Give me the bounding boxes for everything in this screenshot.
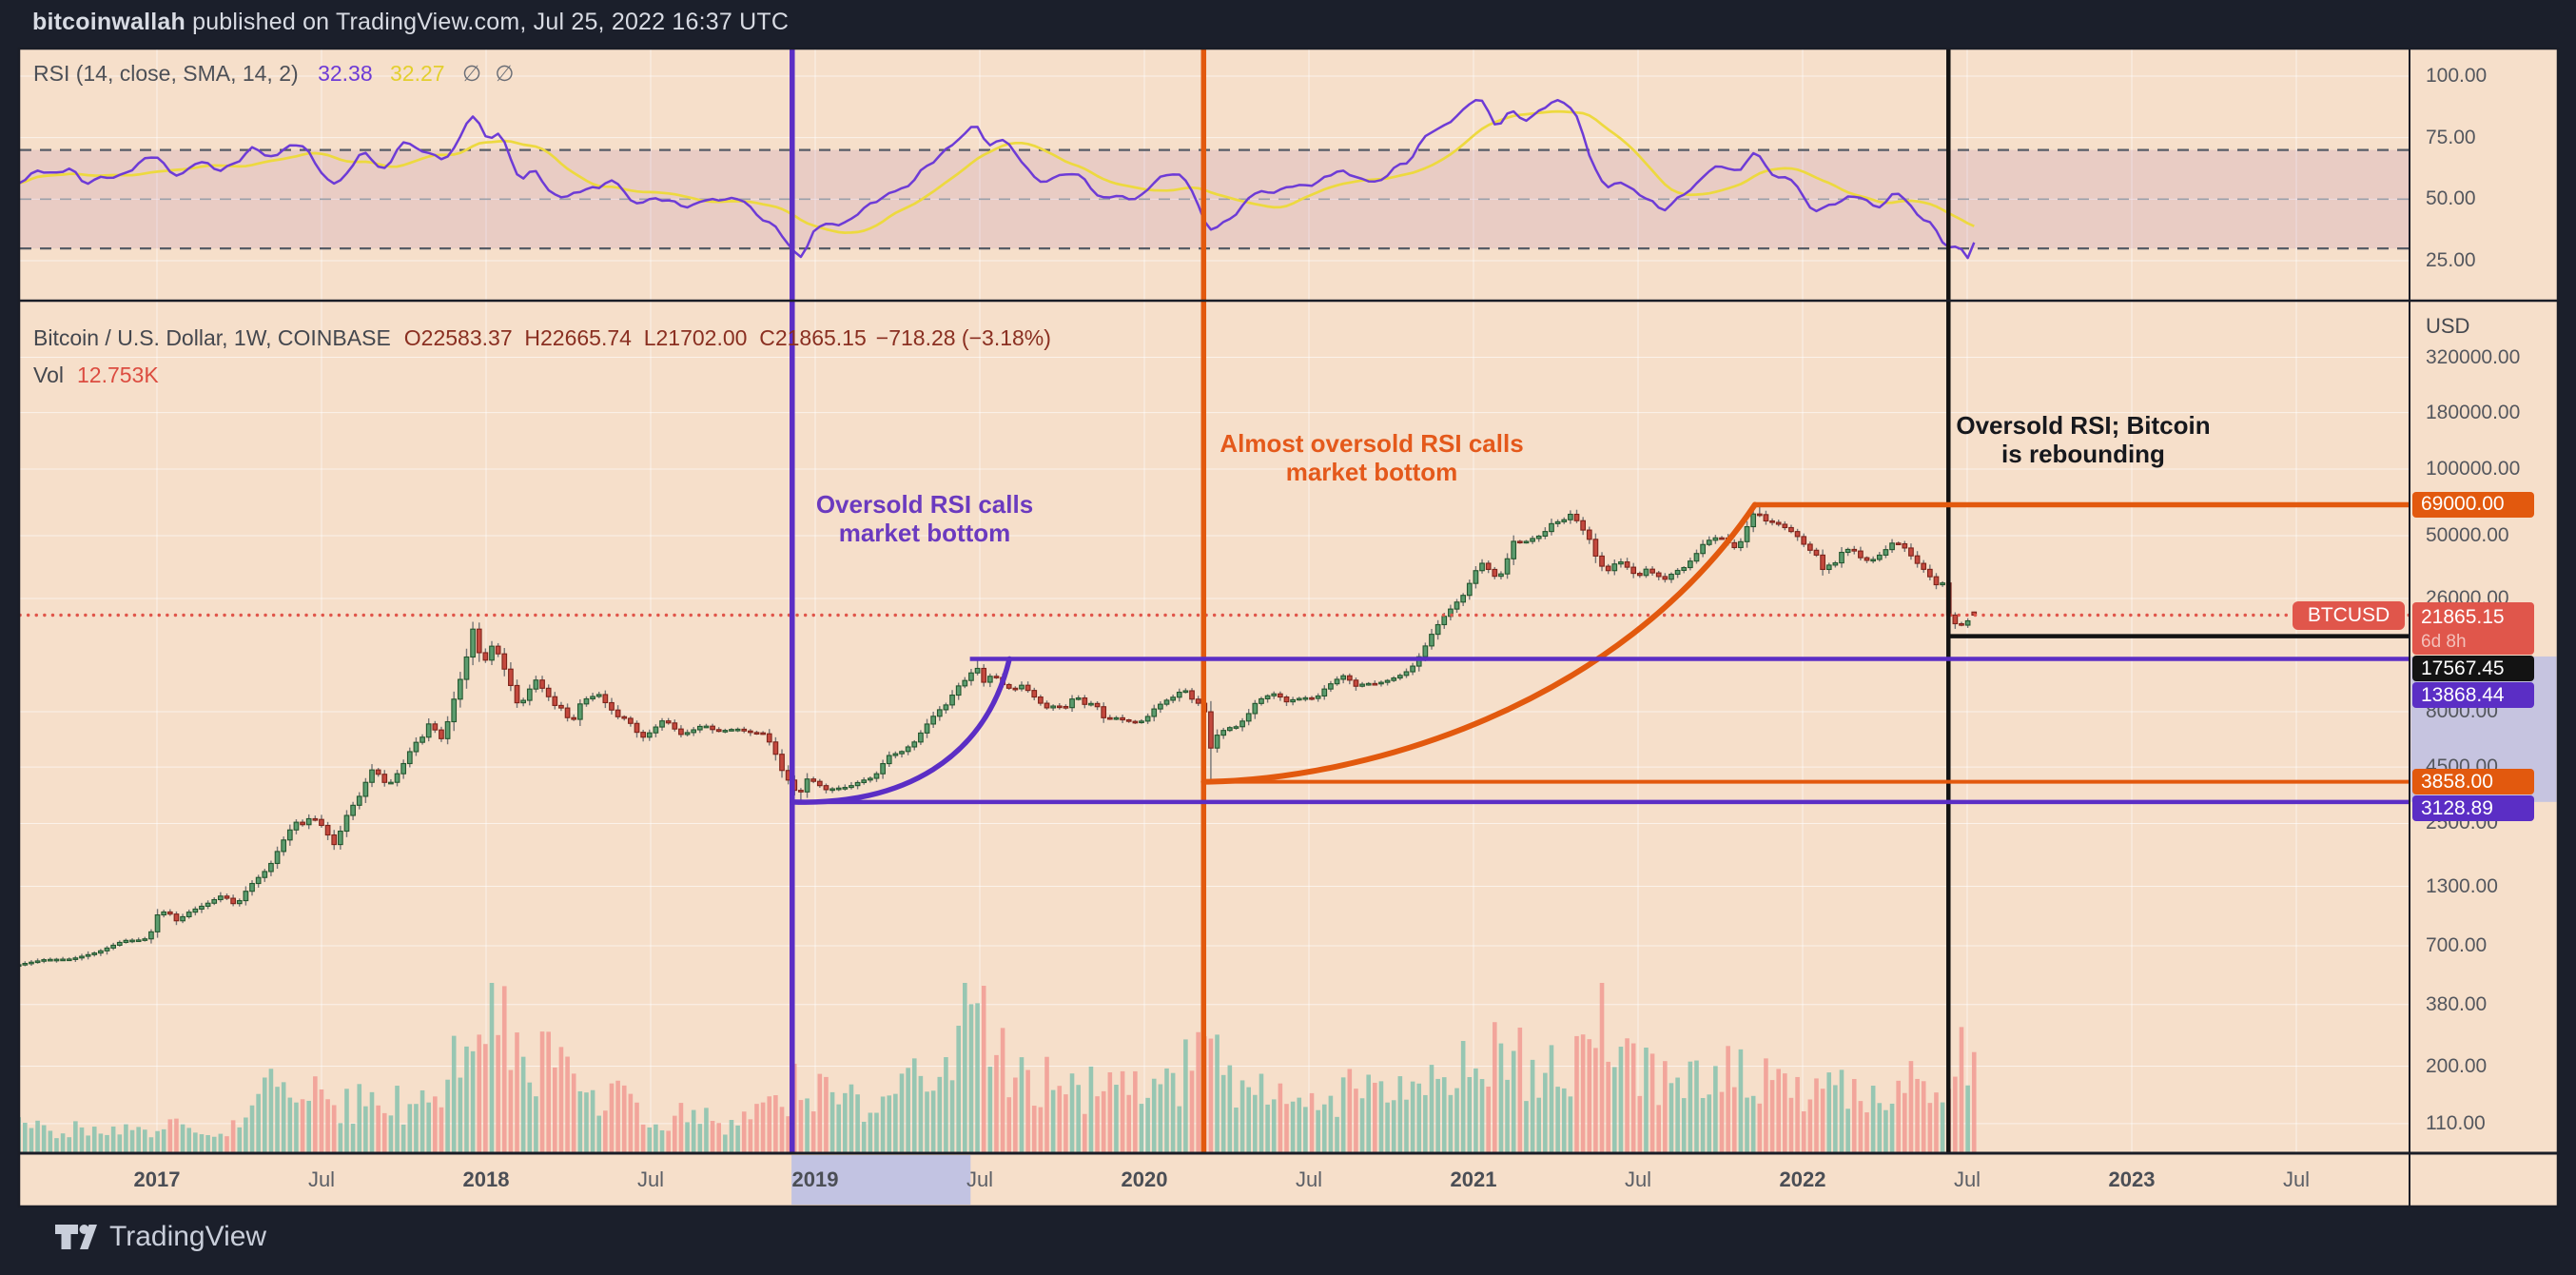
annotation-line: market bottom [1285, 458, 1458, 486]
chip-price: 17567.45 [2421, 657, 2505, 679]
annotation-line: is rebounding [2001, 440, 2165, 468]
footer: TradingView [53, 1221, 266, 1253]
price-axis-tick: 110.00 [2426, 1111, 2486, 1134]
time-axis-tick: 2023 [2108, 1167, 2156, 1191]
change-value: −718.28 (−3.18%) [875, 325, 1051, 350]
volume-label: Vol [33, 363, 64, 387]
rsi-sma-line [20, 109, 1975, 234]
rsi-axis-tick: 100.00 [2426, 65, 2488, 87]
price-axis-tick: 180000.00 [2426, 401, 2521, 423]
annotation-line: Almost oversold RSI calls [1220, 428, 1524, 458]
rsi-legend: RSI (14, close, SMA, 14, 2) 32.38 32.27 … [33, 61, 521, 87]
candles-layer [20, 504, 1978, 968]
rsi-axis-tick: 50.00 [2426, 187, 2476, 210]
price-axis-currency: USD [2426, 314, 2470, 338]
publish-info: published on TradingView.com, Jul 25, 20… [185, 9, 790, 35]
price-label-chip: 69000.00 [2412, 491, 2534, 518]
annotation-oversold-2018[interactable]: Oversold RSI calls market bottom [816, 490, 1033, 547]
annotation-oversold-2022[interactable]: Oversold RSI; Bitcoin is rebounding [1956, 411, 2210, 468]
pane-background [20, 49, 2557, 1206]
rsi-line [20, 98, 1976, 260]
volume-value: 12.753K [76, 363, 159, 387]
price-axis-tick: 380.00 [2426, 992, 2488, 1015]
price-axis-tick: 320000.00 [2426, 345, 2521, 368]
price-axis-tick: 50000.00 [2426, 523, 2509, 546]
time-axis-highlight [791, 1155, 971, 1205]
time-axis-tick: Jul [1295, 1167, 1323, 1191]
rsi-indicator-title: RSI (14, close, SMA, 14, 2) [33, 61, 299, 86]
time-axis-tick: 2020 [1121, 1167, 1168, 1191]
symbol-price-chip: BTCUSD [2293, 600, 2405, 630]
time-axis-tick: Jul [1953, 1167, 1981, 1191]
time-axis-tick: 2022 [1779, 1167, 1826, 1191]
time-axis-tick: Jul [1624, 1167, 1652, 1191]
ohlc-values: O22583.37 H22665.74 L21702.00 C21865.15 [403, 325, 867, 350]
price-label-chip: 3128.89 [2412, 795, 2534, 822]
time-axis-tick: Jul [636, 1167, 665, 1191]
rsi-value: 32.38 [318, 61, 373, 86]
time-axis-tick: 2017 [133, 1167, 181, 1191]
time-axis-tick: 2018 [462, 1167, 510, 1191]
volume-layer [20, 983, 1977, 1152]
drawings-layer[interactable] [790, 49, 2410, 1153]
symbol-legend: Bitcoin / U.S. Dollar, 1W, COINBASE O2258… [33, 325, 1061, 351]
price-axis-tick: 200.00 [2426, 1054, 2488, 1077]
rsi-lines-layer [20, 98, 1976, 260]
price-axis-tick: 1300.00 [2426, 874, 2498, 897]
price-label-chip: 13868.44 [2412, 682, 2534, 708]
rsi-axis-tick: 25.00 [2426, 249, 2476, 272]
chart-plot-area[interactable] [20, 49, 2410, 1153]
snapshot-header: bitcoinwallah published on TradingView.c… [32, 9, 789, 36]
time-axis-tick: 2019 [791, 1167, 839, 1191]
chip-price: 3858.00 [2421, 770, 2493, 793]
price-label-chip: 3858.00 [2412, 769, 2534, 795]
annotation-line: Oversold RSI calls [815, 489, 1034, 519]
rsi-band [20, 149, 2410, 249]
symbol-title: Bitcoin / U.S. Dollar, 1W, COINBASE [33, 325, 391, 350]
chip-price: 3128.89 [2421, 796, 2493, 819]
chip-price: 13868.44 [2421, 683, 2505, 706]
author-name: bitcoinwallah [32, 9, 185, 35]
annotation-line: market bottom [838, 519, 1011, 547]
chip-price: 21865.15 [2421, 606, 2505, 628]
rsi-empty-value-icon: ∅ [461, 61, 482, 86]
rsi-axis-tick: 75.00 [2426, 126, 2476, 148]
rsi-empty-value-icon: ∅ [495, 61, 515, 86]
chart-frame [17, 47, 2560, 1208]
bar-countdown: 6d 8h [2421, 632, 2467, 652]
tradingview-logo-icon [55, 1225, 97, 1249]
price-axis-tick: 100000.00 [2426, 458, 2521, 480]
rsi-sma-value: 32.27 [390, 61, 445, 86]
brand-name: TradingView [109, 1221, 267, 1252]
price-label-chip: 21865.15 6d 8h [2412, 602, 2534, 655]
time-axis-tick: Jul [307, 1167, 336, 1191]
horizontal-gridlines [20, 75, 2410, 1125]
chip-price: 69000.00 [2421, 493, 2505, 516]
time-axis-tick: Jul [2282, 1167, 2311, 1191]
price-axis-tick: 700.00 [2426, 934, 2488, 956]
volume-legend: Vol 12.753K [33, 363, 159, 388]
time-axis-tick: 2021 [1450, 1167, 1497, 1191]
time-axis-tick: Jul [966, 1167, 994, 1191]
vertical-gridlines [156, 49, 2297, 1153]
trend-curve [1200, 501, 1758, 785]
price-label-chip: 17567.45 [2412, 656, 2534, 681]
annotation-almost-oversold-2020[interactable]: Almost oversold RSI calls market bottom [1220, 429, 1523, 486]
annotation-line: Oversold RSI; Bitcoin [1956, 410, 2211, 440]
